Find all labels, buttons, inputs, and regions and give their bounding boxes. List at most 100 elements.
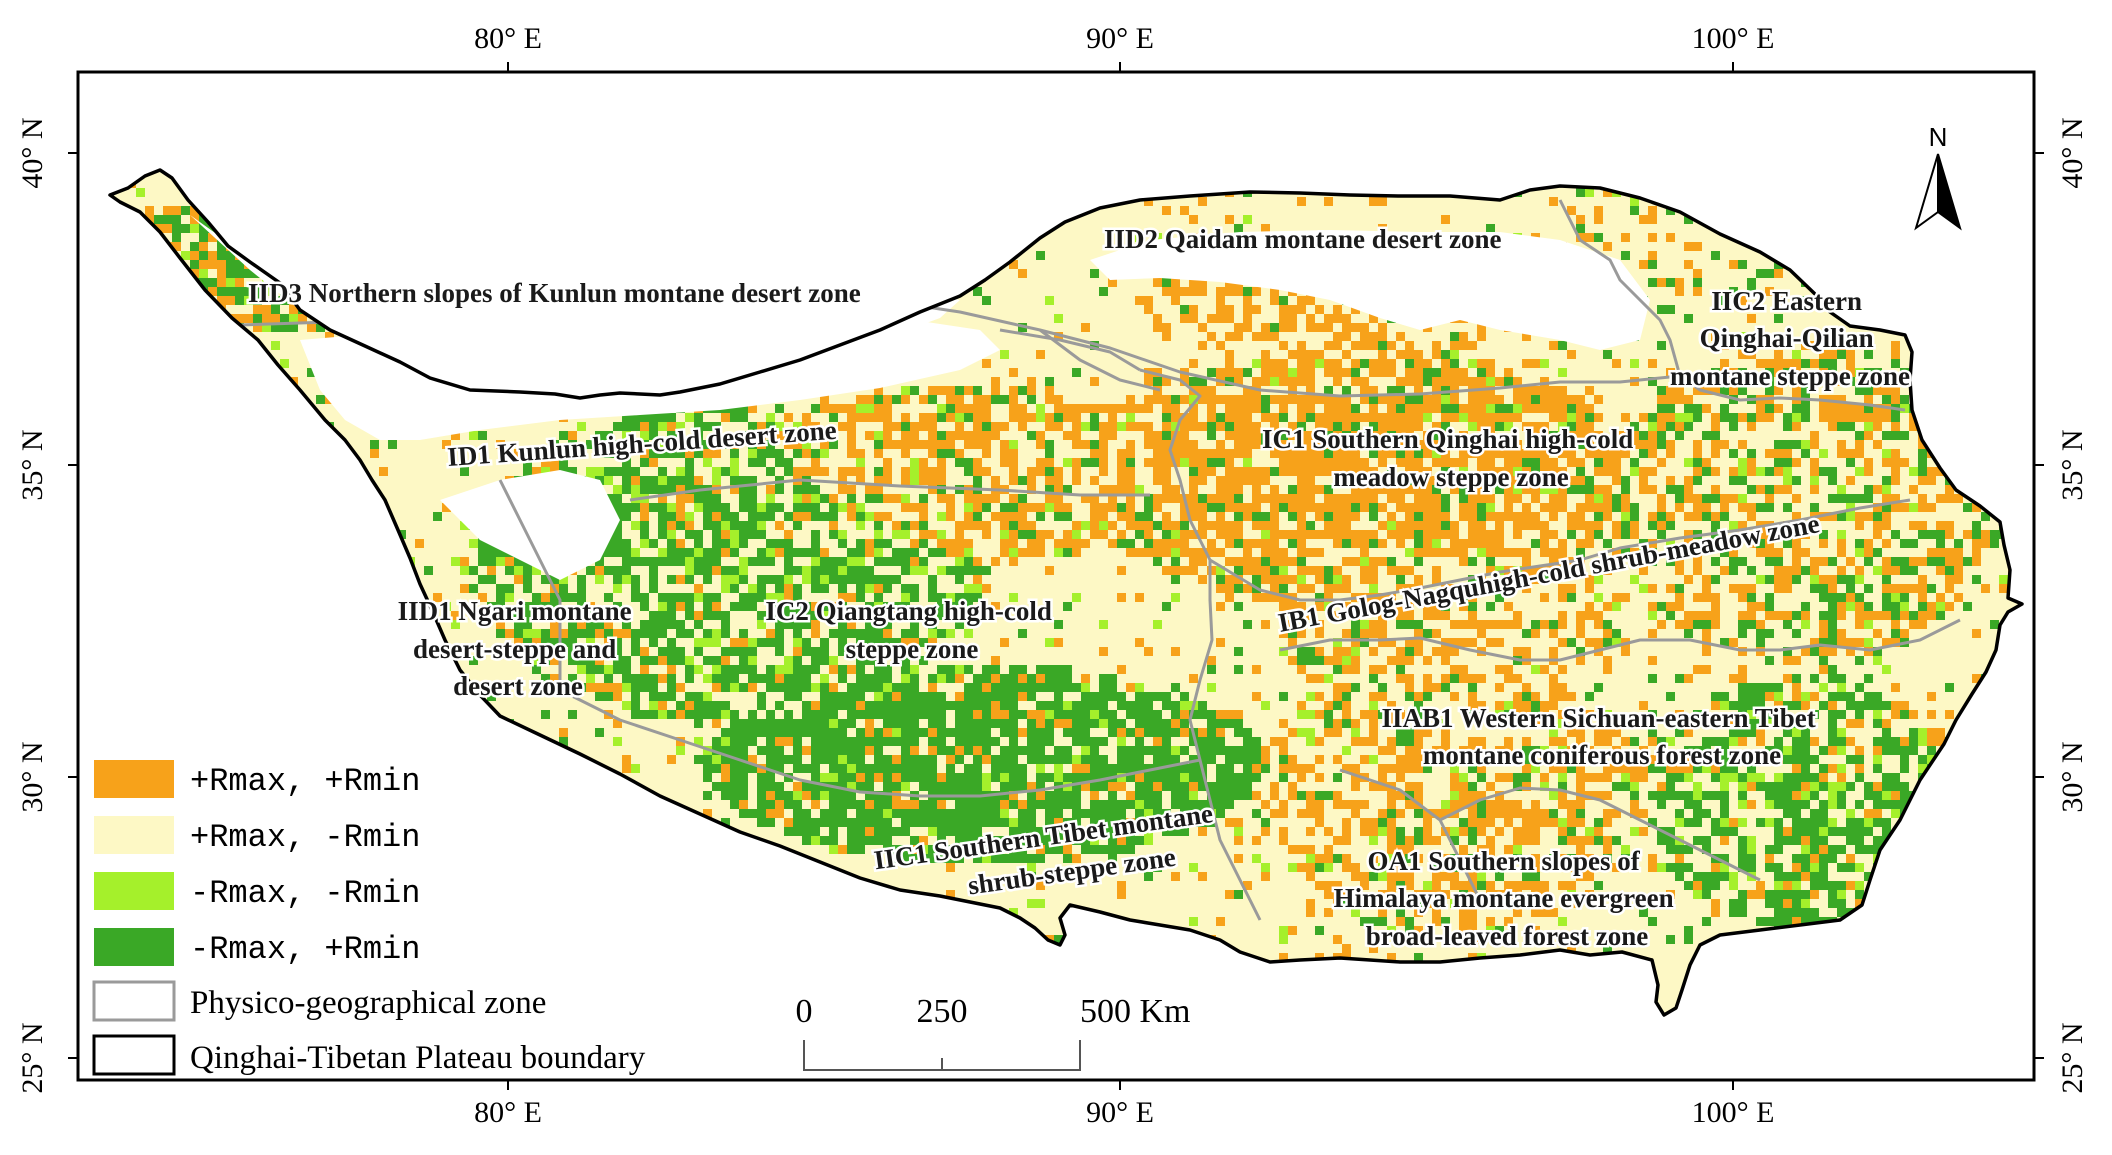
raster-cell [775,638,784,647]
raster-cell [766,638,775,647]
raster-cell [838,422,847,431]
raster-cell [1342,332,1351,341]
raster-cell [1387,395,1396,404]
raster-cell [802,710,811,719]
raster-cell [622,431,631,440]
raster-cell [1216,476,1225,485]
raster-cell [1522,566,1531,575]
raster-cell [1945,485,1954,494]
raster-cell [1522,458,1531,467]
raster-cell [739,638,748,647]
raster-cell [1477,458,1486,467]
raster-cell [1135,710,1144,719]
raster-cell [1837,341,1846,350]
raster-cell [253,287,262,296]
raster-cell [1396,440,1405,449]
raster-cell [856,512,865,521]
raster-cell [1081,710,1090,719]
raster-cell [694,593,703,602]
raster-cell [919,539,928,548]
raster-cell [1810,377,1819,386]
raster-cell [1243,287,1252,296]
raster-cell [1549,503,1558,512]
raster-cell [1018,629,1027,638]
raster-cell [1747,341,1756,350]
raster-cell [1009,503,1018,512]
raster-cell [1234,431,1243,440]
raster-cell [532,647,541,656]
raster-cell [1891,476,1900,485]
raster-cell [1000,350,1009,359]
raster-cell [892,719,901,728]
raster-cell [1612,476,1621,485]
raster-cell [1918,602,1927,611]
raster-cell [1972,557,1981,566]
raster-cell [1630,521,1639,530]
raster-cell [1432,485,1441,494]
raster-cell [730,647,739,656]
raster-cell [1693,467,1702,476]
raster-cell [1216,512,1225,521]
raster-cell [1387,557,1396,566]
raster-cell [1630,359,1639,368]
raster-cell [199,269,208,278]
raster-cell [1657,494,1666,503]
raster-cell [1054,413,1063,422]
raster-cell [1090,413,1099,422]
raster-cell [1783,377,1792,386]
raster-cell [1450,395,1459,404]
raster-cell [1225,413,1234,422]
raster-cell [1630,512,1639,521]
raster-cell [1405,350,1414,359]
raster-cell [541,611,550,620]
raster-cell [1243,476,1252,485]
raster-cell [1468,701,1477,710]
raster-cell [1198,323,1207,332]
raster-cell [838,674,847,683]
raster-cell [1162,485,1171,494]
raster-cell [1288,512,1297,521]
raster-cell [1945,683,1954,692]
raster-cell [1486,476,1495,485]
raster-cell [685,557,694,566]
raster-cell [883,494,892,503]
raster-cell [541,674,550,683]
raster-cell [1693,611,1702,620]
raster-cell [919,413,928,422]
raster-cell [1270,575,1279,584]
raster-cell [1810,566,1819,575]
raster-cell [1270,548,1279,557]
raster-cell [1054,638,1063,647]
raster-cell [1324,593,1333,602]
raster-cell [1234,422,1243,431]
raster-cell [1378,413,1387,422]
raster-cell [811,449,820,458]
raster-cell [1306,404,1315,413]
raster-cell [1126,440,1135,449]
raster-cell [1234,395,1243,404]
raster-cell [523,620,532,629]
raster-cell [811,539,820,548]
raster-cell [1774,611,1783,620]
raster-cell [1153,395,1162,404]
raster-cell [1837,611,1846,620]
raster-cell [1261,323,1270,332]
raster-cell [622,566,631,575]
raster-cell [1090,701,1099,710]
raster-cell [1513,674,1522,683]
raster-cell [1360,323,1369,332]
raster-cell [1225,530,1234,539]
raster-cell [649,476,658,485]
raster-cell [811,629,820,638]
raster-cell [964,692,973,701]
raster-cell [1945,584,1954,593]
raster-cell [1522,647,1531,656]
raster-cell [1918,620,1927,629]
raster-cell [1990,539,1999,548]
raster-cell [730,539,739,548]
raster-cell [775,593,784,602]
raster-cell [1171,422,1180,431]
raster-cell [235,269,244,278]
raster-cell [451,431,460,440]
raster-cell [1099,710,1108,719]
